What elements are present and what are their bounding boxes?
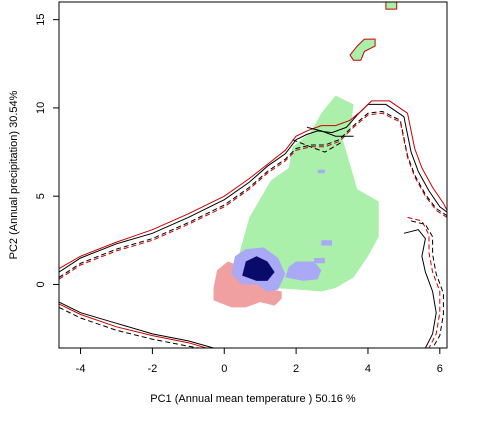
x-tick-label: 4 [365, 363, 371, 375]
contour-green-island-1-border [349, 38, 376, 61]
x-tick-label: -2 [148, 363, 158, 375]
x-tick-label: -4 [76, 363, 86, 375]
y-tick-label: 0 [35, 281, 47, 287]
contour-outer-red-dashed [59, 112, 447, 280]
contour-outer-black-dashed [59, 110, 447, 278]
regions-layer [213, 2, 397, 308]
region-blue-3 [314, 258, 325, 264]
y-axis-title: PC2 (Annual precipitation) 30.54% [8, 90, 20, 259]
y-tick-label: 5 [35, 193, 47, 199]
region-blue-5 [321, 240, 332, 246]
contour-bottom-left-black-dashed [59, 306, 200, 348]
contour-bottom-left-black [59, 301, 214, 348]
y-tick-label: 10 [35, 102, 47, 114]
contour-green-island-2-border [385, 2, 398, 10]
contour-inner-right-black [403, 229, 437, 348]
region-red [213, 261, 282, 308]
x-axis: -4 -2 0 2 4 6 [76, 348, 443, 375]
region-blue-4 [317, 169, 325, 174]
contour-outer-red [59, 100, 447, 270]
x-tick-label: 6 [437, 363, 443, 375]
region-dark-blue [242, 256, 275, 281]
region-green-island-1 [350, 39, 376, 61]
contour-inner-right-black-dashed [410, 220, 444, 348]
contour-inner-right-red-dashed [407, 216, 441, 348]
x-tick-label: 0 [221, 363, 227, 375]
region-blue-2 [285, 261, 322, 281]
x-tick-label: 2 [293, 363, 299, 375]
plot-frame [58, 1, 448, 349]
x-axis-title: PC1 (Annual mean temperature ) 50.16 % [150, 393, 356, 405]
contour-inner-line [306, 126, 354, 137]
y-tick-label: 15 [35, 14, 47, 26]
contour-inner-dashed [292, 139, 344, 153]
contours-layer [59, 2, 447, 348]
contour-bottom-left-red [59, 303, 207, 348]
region-green-island-2 [385, 2, 397, 10]
region-green [235, 95, 379, 292]
y-axis: 0 5 10 15 [35, 14, 59, 288]
